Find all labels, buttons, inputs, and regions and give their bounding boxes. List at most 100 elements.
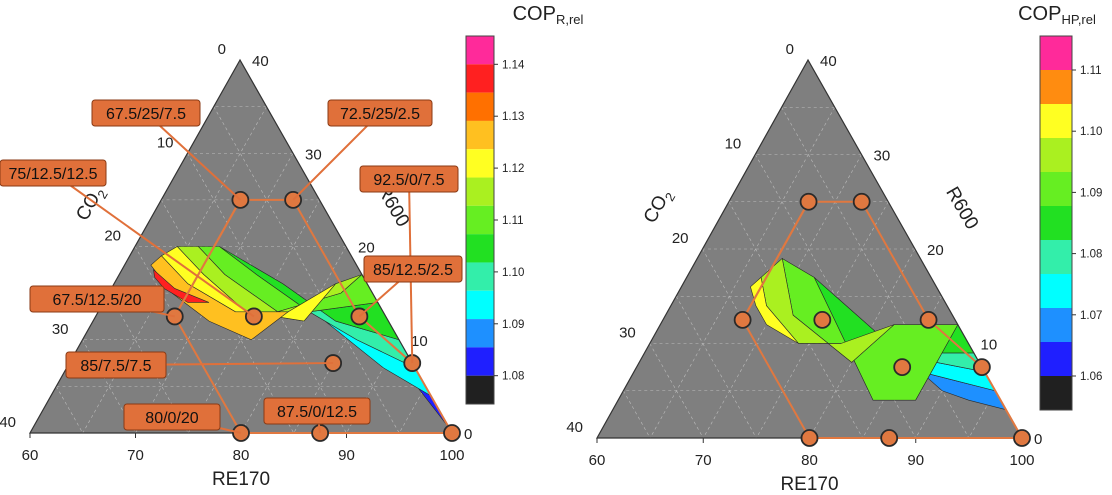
colorbar-tick-label: 1.11	[502, 215, 524, 227]
colorbar-swatch	[466, 375, 494, 404]
callout-leader	[145, 112, 242, 201]
left-tick-label: 40	[0, 414, 16, 431]
data-point	[852, 192, 871, 211]
colorbar-swatch	[1040, 308, 1072, 342]
right-tick-label: 40	[820, 53, 837, 70]
colorbar-swatch	[1040, 342, 1072, 376]
callout-label: 72.5/25/2.5	[340, 106, 420, 123]
colorbar-frame	[1039, 35, 1073, 411]
right-tick-label: 10	[981, 337, 998, 354]
callout-label: 85/12.5/2.5	[373, 262, 453, 279]
callout-box	[359, 165, 459, 193]
callout-leader	[292, 112, 381, 201]
bottom-tick-label: 60	[589, 452, 606, 469]
colorbar-tick-label: 1.10	[1080, 126, 1102, 138]
colorbar-tick-label: 1.09	[1080, 187, 1102, 199]
data-point	[972, 358, 991, 377]
colorbar-tick-label: 1.13	[502, 111, 524, 123]
callout-box	[263, 397, 371, 425]
callout-leader	[52, 172, 255, 318]
colorbar-swatch	[466, 120, 494, 150]
colorbar-tick-label: 1.06	[1080, 371, 1102, 383]
colorbar-tick-label: 1.14	[502, 59, 525, 71]
left-tick-label: 20	[672, 230, 689, 247]
callout-box	[123, 403, 221, 431]
composition-path	[173, 198, 454, 434]
right-tick-label: 0	[464, 426, 472, 443]
axis-title-bottom: RE170	[212, 469, 270, 490]
left-tick-label: 0	[218, 41, 226, 58]
left-tick-label: 30	[619, 325, 636, 342]
colorbar-swatch	[1040, 36, 1072, 70]
data-point	[813, 310, 832, 329]
callout-label: 75/12.5/12.5	[9, 166, 98, 183]
colorbar-swatch	[1040, 70, 1072, 104]
colorbar-swatch	[466, 205, 494, 235]
data-point	[919, 310, 938, 329]
left-tick-label: 40	[566, 419, 583, 436]
bottom-tick-label: 60	[22, 447, 39, 464]
left-tick-label: 0	[786, 41, 794, 58]
colorbar-swatch	[1040, 376, 1072, 410]
colorbar-swatch	[1040, 274, 1072, 308]
bottom-tick-label: 80	[233, 447, 250, 464]
chart-1-contour-band	[153, 269, 210, 303]
left-tick-label: 10	[725, 136, 742, 153]
axis-title-left: CO2	[640, 186, 679, 229]
right-tick-label: 30	[874, 148, 891, 165]
right-tick-label: 20	[927, 242, 944, 259]
composition-path	[741, 201, 810, 321]
bottom-tick-label: 70	[695, 452, 712, 469]
colorbar-tick-label: 1.11	[1080, 65, 1102, 77]
bottom-tick-label: 100	[439, 447, 464, 464]
data-point	[893, 358, 912, 377]
colorbar-title: COPHP,rel	[1018, 3, 1096, 27]
colorbar-swatch	[466, 262, 494, 291]
colorbar-swatch	[466, 36, 494, 65]
axis-title-bottom: RE170	[780, 474, 838, 495]
bottom-tick-label: 100	[1009, 452, 1034, 469]
right-tick-label: 20	[358, 240, 375, 257]
callout-box	[363, 255, 463, 283]
axis-title-left: CO2	[72, 183, 111, 226]
callout-label: 67.5/25/7.5	[106, 106, 186, 123]
colorbar-swatch	[1040, 240, 1072, 274]
colorbar-swatch	[1040, 172, 1072, 206]
colorbar-swatch	[466, 64, 494, 93]
colorbar-swatch	[466, 92, 494, 121]
gridline	[55, 386, 84, 434]
callout-label: 80/0/20	[145, 410, 198, 427]
callout-label: 92.5/0/7.5	[373, 172, 444, 189]
callout-label: 87.5/0/12.5	[277, 404, 357, 421]
bottom-tick-label: 90	[907, 452, 924, 469]
colorbar-tick-label: 1.12	[502, 163, 524, 175]
callout-label: 67.5/12.5/20	[53, 292, 142, 309]
composition-path	[173, 199, 242, 317]
colorbar-tick-label: 1.08	[502, 371, 524, 383]
colorbar-swatch	[466, 234, 494, 263]
right-tick-label: 30	[305, 146, 322, 163]
gridline	[213, 106, 400, 434]
callout-box	[327, 99, 433, 127]
colorbar-swatch	[466, 149, 494, 178]
colorbar-swatch	[466, 177, 494, 206]
data-point	[800, 429, 819, 447]
colorbar-title: COPR,rel	[513, 3, 584, 27]
data-point	[799, 192, 818, 211]
composition-path	[741, 200, 1024, 439]
data-point	[1013, 429, 1031, 447]
colorbar-swatch	[1040, 206, 1072, 240]
left-tick-label: 20	[104, 228, 121, 245]
callout-label: 85/7.5/7.5	[80, 358, 151, 375]
data-point	[443, 424, 461, 442]
right-tick-label: 0	[1034, 431, 1042, 448]
gridline	[649, 343, 704, 439]
bottom-tick-label: 90	[338, 447, 355, 464]
colorbar-swatch	[1040, 138, 1072, 172]
callout-box	[0, 159, 107, 187]
colorbar-swatch	[466, 347, 494, 376]
callout-box	[29, 285, 165, 313]
colorbar-tick-label: 1.08	[1080, 249, 1102, 261]
